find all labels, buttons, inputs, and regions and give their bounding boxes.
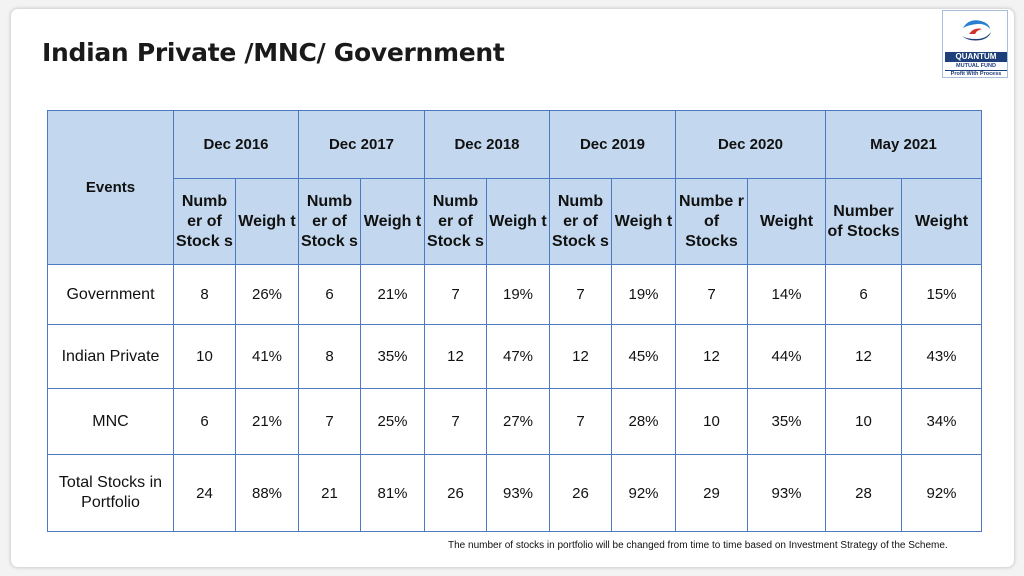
table-period-header-row: Events Dec 2016 Dec 2017 Dec 2018 Dec 20… [47, 110, 982, 265]
count-subheader: Numbe r of Stocks [675, 178, 748, 265]
table-cell: 35% [360, 324, 425, 389]
table-cell: 6 [825, 264, 902, 325]
table-cell: 24 [173, 454, 236, 532]
row-label: Indian Private [47, 324, 174, 389]
table-cell: 10 [173, 324, 236, 389]
weight-subheader: Weight [747, 178, 826, 265]
table-cell: 8 [173, 264, 236, 325]
table-row: Government 8 26% 6 21% 7 19% 7 19% 7 14%… [47, 264, 982, 325]
table-cell: 34% [901, 388, 982, 455]
row-label: MNC [47, 388, 174, 455]
events-header: Events [47, 110, 174, 265]
table-cell: 14% [747, 264, 826, 325]
table-cell: 45% [611, 324, 676, 389]
table-cell: 6 [173, 388, 236, 455]
logo-tagline-line-1: MUTUAL FUND [956, 63, 996, 69]
table-row: Total Stocks in Portfolio 24 88% 21 81% … [47, 454, 982, 532]
period-header: Dec 2019 [549, 110, 676, 179]
period-header: Dec 2018 [424, 110, 550, 179]
table-cell: 28% [611, 388, 676, 455]
table-cell: 29 [675, 454, 748, 532]
table-cell: 26 [549, 454, 612, 532]
table-cell: 10 [675, 388, 748, 455]
quantum-logo-mark-icon [962, 20, 991, 41]
weight-subheader: Weigh t [611, 178, 676, 265]
table-cell: 93% [747, 454, 826, 532]
table-subheader-row: Numb er of Stock s Weigh t Numb er of St… [48, 178, 982, 265]
weight-subheader: Weigh t [360, 178, 425, 265]
table-cell: 8 [298, 324, 361, 389]
period-header: May 2021 [825, 110, 982, 179]
weight-subheader: Weigh t [235, 178, 299, 265]
table-cell: 7 [549, 388, 612, 455]
table-cell: 27% [486, 388, 550, 455]
table-cell: 12 [675, 324, 748, 389]
table-row: Indian Private 10 41% 8 35% 12 47% 12 45… [47, 324, 982, 389]
table-cell: 26% [235, 264, 299, 325]
page-title: Indian Private /MNC/ Government [42, 38, 505, 67]
table-cell: 28 [825, 454, 902, 532]
count-subheader: Numb er of Stock s [298, 178, 361, 265]
table-cell: 21% [360, 264, 425, 325]
table-cell: 7 [675, 264, 748, 325]
weight-subheader: Weight [901, 178, 982, 265]
table-cell: 25% [360, 388, 425, 455]
table-cell: 21% [235, 388, 299, 455]
row-label: Government [47, 264, 174, 325]
table-cell: 93% [486, 454, 550, 532]
table-cell: 12 [549, 324, 612, 389]
count-subheader: Number of Stocks [825, 178, 902, 265]
logo-tagline: MUTUAL FUND Profit With Process [945, 63, 1007, 78]
table-cell: 19% [486, 264, 550, 325]
table-cell: 35% [747, 388, 826, 455]
table-cell: 43% [901, 324, 982, 389]
table-cell: 92% [611, 454, 676, 532]
table-cell: 6 [298, 264, 361, 325]
table-cell: 10 [825, 388, 902, 455]
count-subheader: Numb er of Stock s [424, 178, 487, 265]
table-cell: 47% [486, 324, 550, 389]
holdings-table: Events Dec 2016 Dec 2017 Dec 2018 Dec 20… [47, 110, 982, 532]
count-subheader: Numb er of Stock s [549, 178, 612, 265]
table-cell: 7 [549, 264, 612, 325]
table-cell: 15% [901, 264, 982, 325]
table-cell: 19% [611, 264, 676, 325]
period-header: Dec 2017 [298, 110, 425, 179]
table-cell: 26 [424, 454, 487, 532]
period-header: Dec 2020 [675, 110, 826, 179]
quantum-logo: QUANTUM MUTUAL FUND Profit With Process [942, 10, 1008, 78]
period-header: Dec 2016 [173, 110, 299, 179]
table-cell: 21 [298, 454, 361, 532]
table-cell: 92% [901, 454, 982, 532]
row-label: Total Stocks in Portfolio [47, 454, 174, 532]
table-cell: 7 [298, 388, 361, 455]
count-subheader: Numb er of Stock s [173, 178, 236, 265]
table-cell: 81% [360, 454, 425, 532]
weight-subheader: Weigh t [486, 178, 550, 265]
table-cell: 7 [424, 264, 487, 325]
table-cell: 41% [235, 324, 299, 389]
table-cell: 7 [424, 388, 487, 455]
table-cell: 88% [235, 454, 299, 532]
table-cell: 12 [424, 324, 487, 389]
footnote: The number of stocks in portfolio will b… [448, 540, 948, 551]
logo-brand-text: QUANTUM [945, 52, 1007, 62]
table-row: MNC 6 21% 7 25% 7 27% 7 28% 10 35% 10 34… [47, 388, 982, 455]
table-cell: 12 [825, 324, 902, 389]
logo-tagline-line-2: Profit With Process [945, 70, 1007, 78]
table-cell: 44% [747, 324, 826, 389]
